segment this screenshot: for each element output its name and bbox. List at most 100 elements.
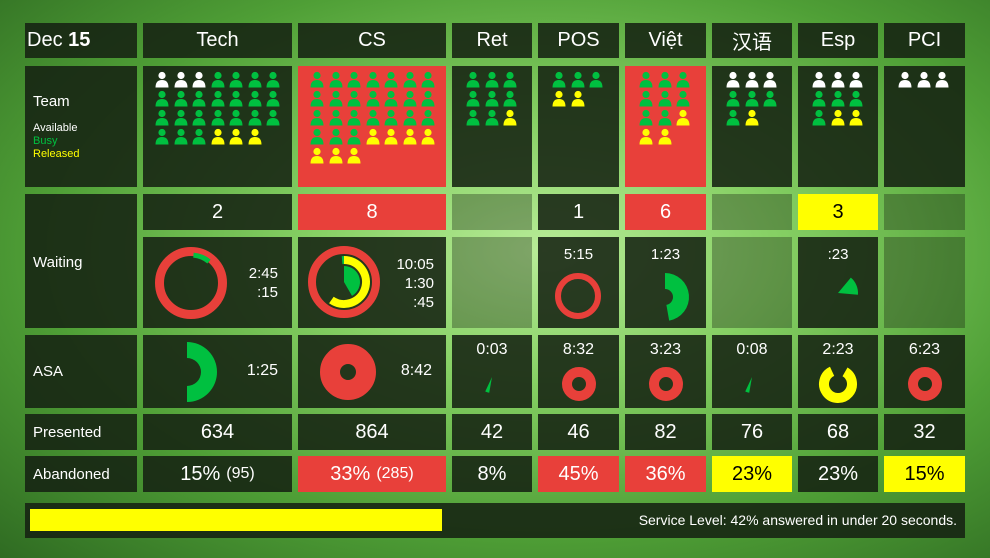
person-green-icon: [308, 71, 327, 90]
person-green-icon: [761, 90, 780, 109]
person-green-icon: [550, 71, 569, 90]
team-grid: [896, 71, 959, 90]
person-green-icon: [674, 90, 693, 109]
person-yellow-icon: [743, 109, 762, 128]
abandoned-pct: 8%: [477, 462, 507, 485]
asa-cell-q6: 2:23: [798, 335, 878, 408]
person-yellow-icon: [308, 147, 327, 166]
asa-value: 1:25: [246, 362, 278, 379]
person-yellow-icon: [327, 147, 346, 166]
person-green-icon: [674, 71, 693, 90]
team-grid: [308, 71, 440, 166]
person-green-icon: [172, 128, 191, 147]
person-green-icon: [464, 71, 483, 90]
asa-gauge: [485, 377, 492, 393]
asa-cell-q2: 0:03: [452, 335, 532, 408]
person-yellow-icon: [637, 128, 656, 147]
person-green-icon: [483, 109, 502, 128]
person-white-icon: [172, 71, 191, 90]
person-green-icon: [327, 109, 346, 128]
person-green-icon: [464, 90, 483, 109]
person-green-icon: [153, 109, 172, 128]
person-white-icon: [847, 71, 866, 90]
waiting-time: 2:45: [248, 265, 278, 282]
person-green-icon: [637, 90, 656, 109]
person-green-icon: [656, 90, 675, 109]
person-green-icon: [209, 90, 228, 109]
person-yellow-icon: [364, 128, 383, 147]
person-yellow-icon: [345, 147, 364, 166]
person-white-icon: [190, 71, 209, 90]
abandoned-pct: 36%: [645, 462, 686, 485]
person-white-icon: [810, 71, 829, 90]
person-white-icon: [761, 71, 780, 90]
person-green-icon: [401, 71, 420, 90]
abandoned-count: (285): [376, 465, 414, 482]
waiting-label-cell: Waiting: [25, 194, 137, 328]
abandoned-pct: 23%: [817, 462, 859, 485]
waiting-count-q1: 8: [298, 194, 446, 230]
legend-busy: Busy: [33, 135, 58, 147]
person-yellow-icon: [419, 128, 438, 147]
person-green-icon: [419, 90, 438, 109]
asa-label: ASA: [25, 335, 137, 408]
person-yellow-icon: [550, 90, 569, 109]
abandoned-label: Abandoned: [25, 456, 137, 492]
presented-value-q7: 32: [884, 414, 965, 450]
waiting-count-q4: 6: [625, 194, 706, 230]
person-yellow-icon: [656, 128, 675, 147]
asa-cell-q7: 6:23: [884, 335, 965, 408]
person-white-icon: [896, 71, 915, 90]
person-yellow-icon: [246, 128, 265, 147]
date-day: 15: [68, 29, 91, 51]
waiting-detail-q4: 1:23: [625, 237, 706, 328]
person-yellow-icon: [401, 128, 420, 147]
team-cell-q1: [298, 66, 446, 187]
person-yellow-icon: [227, 128, 246, 147]
person-white-icon: [743, 71, 762, 90]
queue-header-q3: POS: [538, 23, 619, 58]
date-header: Dec 15: [25, 23, 137, 58]
asa-gauge: [187, 342, 217, 402]
queue-header-q1: CS: [298, 23, 446, 58]
person-green-icon: [345, 71, 364, 90]
team-grid: [464, 71, 526, 128]
presented-value-q3: 46: [538, 414, 619, 450]
person-yellow-icon: [501, 109, 520, 128]
team-label: Team: [33, 93, 70, 110]
service-level-bar-track: [30, 509, 442, 531]
person-green-icon: [209, 71, 228, 90]
abandoned-value-q6: 23%: [798, 456, 878, 492]
person-green-icon: [190, 90, 209, 109]
person-green-icon: [810, 90, 829, 109]
person-white-icon: [915, 71, 934, 90]
abandoned-pct: 23%: [731, 462, 773, 485]
waiting-time: :45: [413, 294, 434, 311]
person-green-icon: [419, 71, 438, 90]
waiting-count-q5: [712, 194, 792, 230]
asa-value: 0:03: [476, 341, 508, 358]
asa-value: 6:23: [908, 341, 941, 358]
waiting-time: 10:05: [396, 256, 434, 273]
person-green-icon: [227, 90, 246, 109]
waiting-time: :15: [257, 284, 278, 301]
asa-gauge: [745, 377, 752, 393]
person-green-icon: [569, 71, 588, 90]
team-cell-q0: [143, 66, 292, 187]
date-month: Dec: [27, 29, 63, 51]
person-green-icon: [483, 71, 502, 90]
person-green-icon: [847, 90, 866, 109]
person-green-icon: [246, 109, 265, 128]
team-grid: [810, 71, 872, 128]
person-green-icon: [637, 71, 656, 90]
person-white-icon: [829, 71, 848, 90]
person-green-icon: [264, 71, 283, 90]
waiting-gauge: [838, 277, 858, 295]
abandoned-pct: 45%: [558, 462, 599, 485]
asa-gauge: [320, 344, 376, 400]
person-green-icon: [308, 109, 327, 128]
abandoned-value-q7: 15%: [884, 456, 965, 492]
abandoned-value-q3: 45%: [538, 456, 619, 492]
team-grid: [724, 71, 786, 128]
waiting-gauge: [308, 246, 380, 318]
